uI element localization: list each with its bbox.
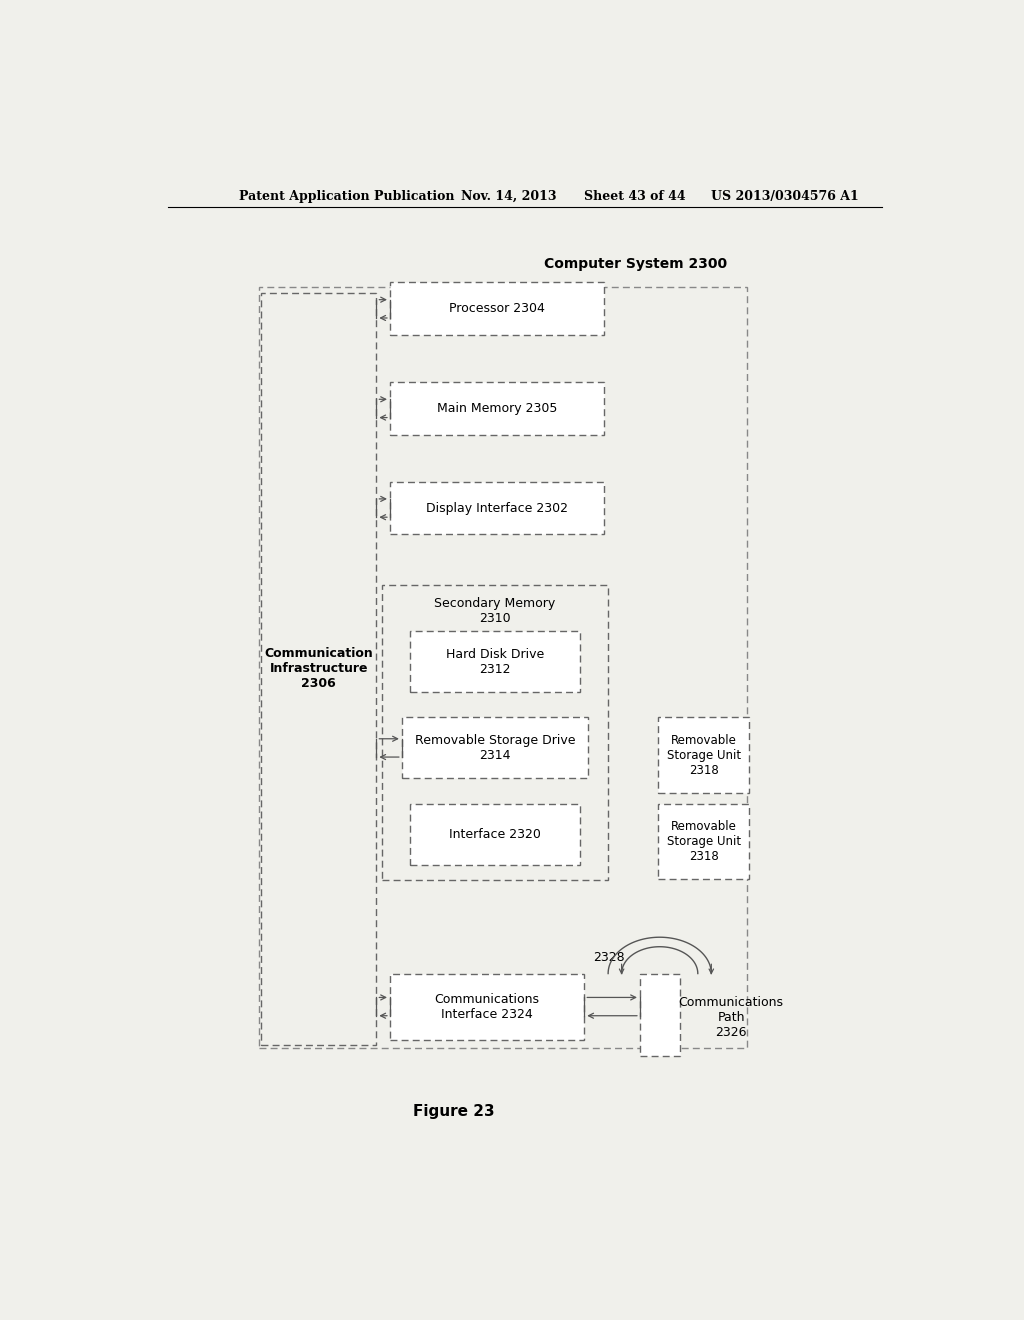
Bar <box>390 974 585 1040</box>
Text: Communication
Infrastructure
2306: Communication Infrastructure 2306 <box>264 647 373 690</box>
Text: Figure 23: Figure 23 <box>413 1105 495 1119</box>
Text: 2328: 2328 <box>593 950 625 964</box>
Text: Computer System 2300: Computer System 2300 <box>545 257 727 271</box>
Bar <box>390 381 604 434</box>
Bar <box>382 585 608 880</box>
Text: Sheet 43 of 44: Sheet 43 of 44 <box>585 190 686 202</box>
Text: Patent Application Publication: Patent Application Publication <box>240 190 455 202</box>
Bar <box>259 288 748 1048</box>
Bar <box>390 282 604 335</box>
Text: Display Interface 2302: Display Interface 2302 <box>426 502 568 515</box>
Bar <box>658 718 750 792</box>
Text: Secondary Memory
2310: Secondary Memory 2310 <box>434 597 556 624</box>
Bar <box>401 718 588 779</box>
Text: US 2013/0304576 A1: US 2013/0304576 A1 <box>712 190 859 202</box>
Text: Removable Storage Drive
2314: Removable Storage Drive 2314 <box>415 734 575 762</box>
Text: Main Memory 2305: Main Memory 2305 <box>437 401 557 414</box>
Text: Processor 2304: Processor 2304 <box>450 302 545 315</box>
Bar <box>390 482 604 535</box>
Text: Removable
Storage Unit
2318: Removable Storage Unit 2318 <box>667 734 740 776</box>
Text: Communications
Interface 2324: Communications Interface 2324 <box>434 993 540 1020</box>
Text: Interface 2320: Interface 2320 <box>450 828 541 841</box>
Text: Nov. 14, 2013: Nov. 14, 2013 <box>461 190 557 202</box>
Text: Removable
Storage Unit
2318: Removable Storage Unit 2318 <box>667 820 740 863</box>
Bar <box>658 804 750 879</box>
Bar <box>410 804 581 865</box>
Bar <box>410 631 581 692</box>
Bar <box>261 293 377 1044</box>
Text: Hard Disk Drive
2312: Hard Disk Drive 2312 <box>445 648 544 676</box>
Bar <box>640 974 680 1056</box>
Text: Communications
Path
2326: Communications Path 2326 <box>679 995 783 1039</box>
